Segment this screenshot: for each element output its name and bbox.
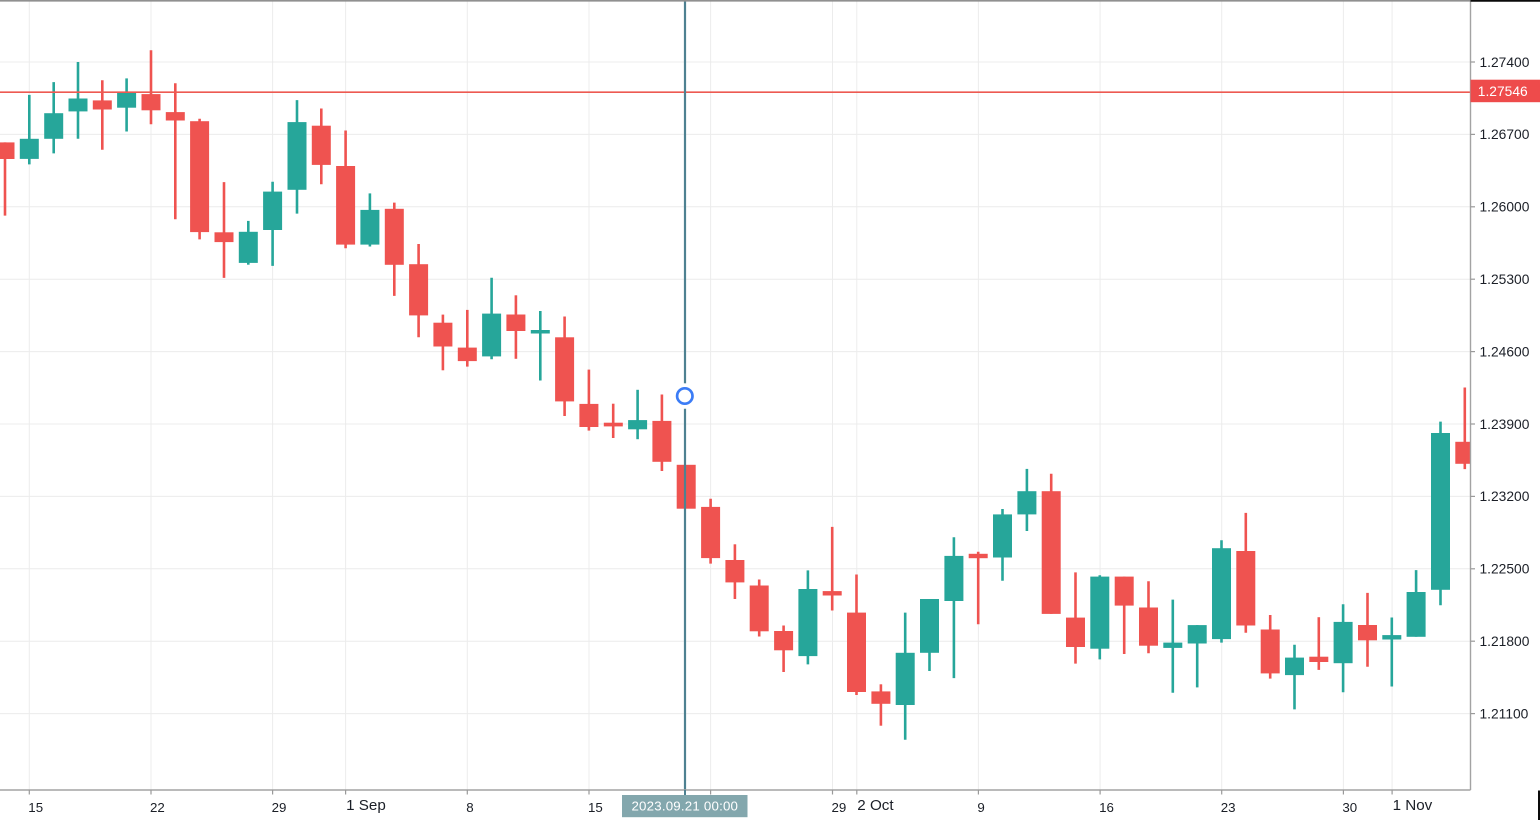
svg-text:1.26700: 1.26700 [1480, 127, 1530, 142]
svg-text:16: 16 [1099, 800, 1114, 815]
svg-text:1.23200: 1.23200 [1480, 489, 1530, 504]
svg-text:2 Oct: 2 Oct [857, 797, 894, 814]
svg-text:1.24600: 1.24600 [1480, 344, 1530, 359]
svg-text:9: 9 [977, 800, 984, 815]
svg-text:1.26000: 1.26000 [1480, 200, 1530, 215]
svg-text:2023.09.21 00:00: 2023.09.21 00:00 [631, 799, 738, 814]
svg-text:1.25300: 1.25300 [1480, 272, 1530, 287]
svg-text:1.21800: 1.21800 [1480, 634, 1530, 649]
svg-text:1.22500: 1.22500 [1480, 562, 1530, 577]
svg-text:8: 8 [466, 800, 473, 815]
svg-text:29: 29 [272, 800, 287, 815]
svg-text:1.23900: 1.23900 [1480, 417, 1530, 432]
svg-text:1.21100: 1.21100 [1480, 706, 1529, 721]
svg-text:15: 15 [28, 800, 43, 815]
svg-text:15: 15 [588, 800, 603, 815]
svg-text:23: 23 [1221, 800, 1236, 815]
svg-text:1.27546: 1.27546 [1478, 84, 1528, 99]
svg-text:30: 30 [1342, 800, 1357, 815]
svg-text:29: 29 [832, 800, 847, 815]
svg-text:1 Sep: 1 Sep [346, 797, 386, 814]
svg-text:1 Nov: 1 Nov [1393, 797, 1433, 814]
svg-text:22: 22 [150, 800, 165, 815]
svg-text:1.27400: 1.27400 [1480, 55, 1530, 70]
